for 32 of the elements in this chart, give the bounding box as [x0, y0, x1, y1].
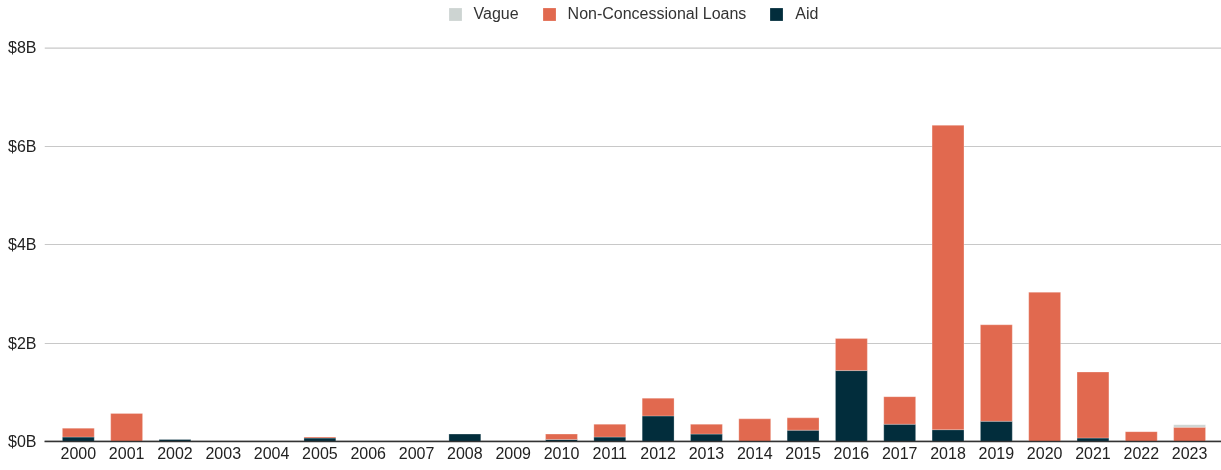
- x-tick-label: 2010: [543, 444, 580, 462]
- x-tick-label: 2011: [592, 444, 628, 462]
- x-tick-label: 2019: [978, 444, 1015, 462]
- y-tick-label: $0B: [8, 433, 37, 450]
- x-tick-label: 2005: [302, 444, 338, 462]
- x-tick-label: 2012: [640, 444, 677, 462]
- legend-label: Non-Concessional Loans: [567, 5, 747, 23]
- x-tick-label: 2015: [785, 444, 821, 462]
- x-tick-label: 2020: [1026, 444, 1063, 462]
- x-tick-label: 2014: [736, 444, 773, 462]
- y-tick-label: $6B: [8, 137, 37, 155]
- x-tick-label: 2013: [688, 444, 725, 462]
- x-tick-label: 2003: [205, 444, 242, 462]
- x-tick-label: 2001: [108, 444, 145, 462]
- y-tick-label: $4B: [8, 236, 37, 253]
- x-tick-label: 2004: [253, 444, 290, 462]
- x-tick-label: 2002: [157, 444, 193, 462]
- x-tick-label: 2006: [350, 444, 387, 462]
- x-tick-label: 2009: [495, 444, 532, 462]
- legend-label: Aid: [795, 5, 819, 23]
- x-tick-label: 2018: [930, 444, 966, 462]
- y-tick-label: $8B: [8, 39, 37, 56]
- x-tick-label: 2023: [1171, 444, 1208, 462]
- x-tick-label: 2022: [1123, 444, 1160, 462]
- y-tick-label: $2B: [8, 334, 37, 352]
- x-tick-label: 2000: [60, 444, 97, 462]
- legend-label: Vague: [473, 5, 519, 23]
- x-tick-label: 2016: [833, 444, 870, 462]
- x-tick-label: 2007: [398, 444, 435, 462]
- x-tick-label: 2017: [881, 444, 918, 462]
- x-tick-label: 2008: [447, 444, 483, 462]
- x-tick-label: 2021: [1075, 444, 1111, 462]
